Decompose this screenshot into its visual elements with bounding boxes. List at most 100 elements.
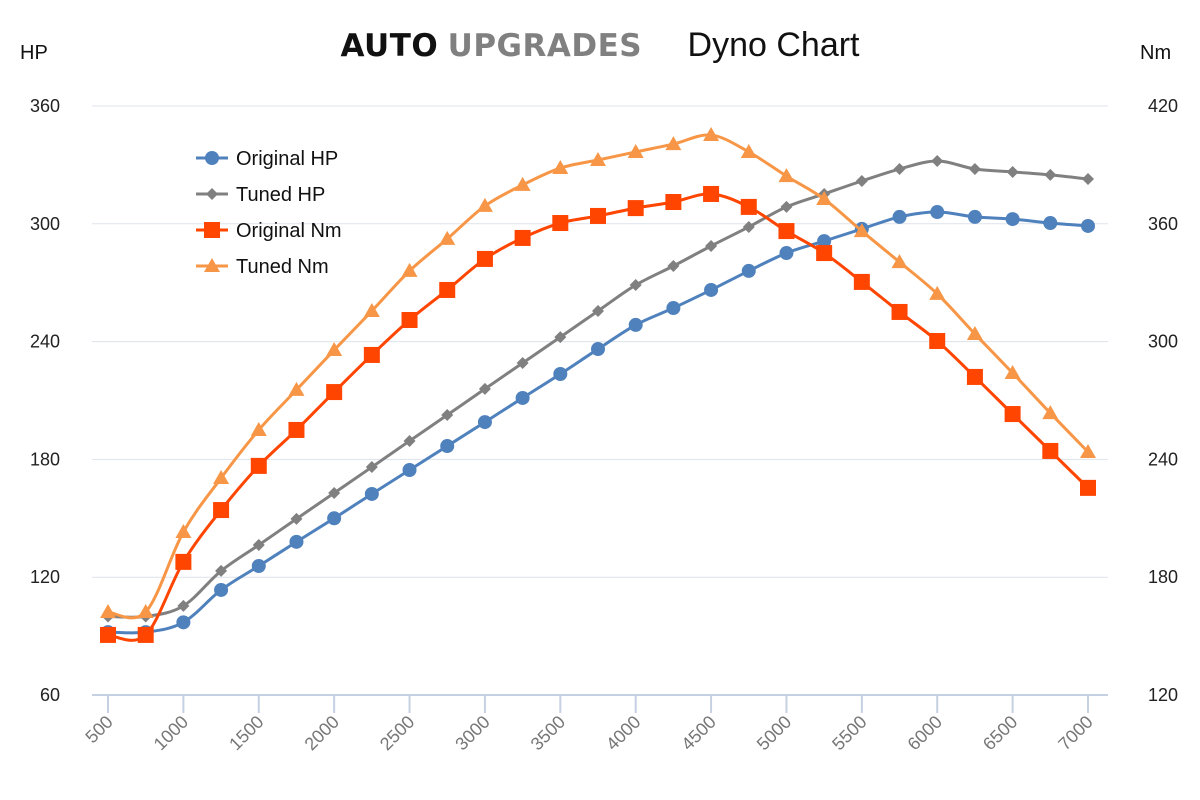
data-point bbox=[853, 223, 870, 238]
data-point bbox=[288, 421, 305, 438]
data-point bbox=[1043, 216, 1058, 231]
data-point bbox=[364, 486, 379, 501]
data-point bbox=[1080, 443, 1096, 458]
data-point bbox=[590, 151, 606, 166]
data-point bbox=[137, 626, 154, 643]
data-point bbox=[891, 254, 908, 269]
data-point bbox=[1042, 442, 1059, 459]
data-point bbox=[439, 281, 456, 298]
y-right-tick-label: 120 bbox=[1148, 685, 1178, 705]
data-point bbox=[440, 439, 455, 454]
data-point bbox=[252, 539, 265, 552]
data-point bbox=[929, 333, 946, 350]
y-left-tick-label: 240 bbox=[30, 332, 60, 352]
data-point bbox=[177, 599, 190, 612]
data-point bbox=[477, 415, 492, 430]
data-point bbox=[741, 263, 756, 278]
data-point bbox=[401, 262, 418, 277]
legend-label: Tuned Nm bbox=[236, 256, 329, 278]
data-point bbox=[1080, 479, 1096, 496]
data-point bbox=[516, 357, 529, 370]
data-point bbox=[1081, 218, 1095, 233]
left-axis-label: HP bbox=[20, 42, 48, 64]
data-point bbox=[175, 553, 192, 570]
legend-marker bbox=[206, 188, 218, 200]
data-point bbox=[591, 342, 605, 357]
data-point bbox=[1044, 168, 1057, 181]
data-point bbox=[402, 463, 417, 478]
legend-label: Original HP bbox=[236, 148, 338, 170]
x-tick-label: 5500 bbox=[828, 712, 870, 754]
data-point bbox=[592, 304, 604, 317]
data-point bbox=[930, 205, 945, 220]
data-point bbox=[250, 457, 267, 474]
data-point bbox=[590, 207, 606, 224]
data-point bbox=[778, 223, 795, 240]
data-point bbox=[554, 331, 567, 344]
data-point bbox=[215, 564, 228, 577]
data-point bbox=[968, 163, 981, 176]
legend-marker bbox=[205, 151, 219, 165]
y-left-tick-label: 300 bbox=[30, 214, 60, 234]
y-left-tick-label: 60 bbox=[40, 685, 60, 705]
data-point bbox=[703, 127, 720, 142]
data-point bbox=[290, 512, 303, 525]
data-point bbox=[704, 282, 719, 297]
x-tick-label: 500 bbox=[81, 712, 116, 747]
data-point bbox=[665, 194, 682, 211]
data-point bbox=[740, 143, 757, 158]
x-tick-label: 2500 bbox=[376, 712, 418, 754]
data-point bbox=[931, 154, 944, 167]
data-point bbox=[853, 273, 870, 290]
legend-label: Tuned HP bbox=[236, 184, 325, 206]
data-point bbox=[476, 197, 493, 212]
data-point bbox=[666, 301, 681, 316]
data-point bbox=[667, 260, 680, 273]
x-tick-label: 6000 bbox=[904, 712, 946, 754]
data-point bbox=[326, 384, 343, 401]
data-point bbox=[327, 511, 342, 526]
data-point bbox=[817, 234, 832, 249]
x-tick-label: 2000 bbox=[301, 712, 343, 754]
chart-subtitle: Dyno Chart bbox=[687, 26, 860, 64]
data-point bbox=[703, 185, 720, 202]
data-point bbox=[816, 245, 833, 262]
data-point bbox=[891, 303, 908, 320]
data-point bbox=[742, 220, 755, 233]
data-point bbox=[627, 200, 644, 217]
data-point bbox=[966, 325, 983, 340]
data-point bbox=[553, 366, 568, 381]
x-tick-label: 3000 bbox=[451, 712, 493, 754]
legend-marker bbox=[204, 258, 220, 272]
data-point bbox=[1004, 406, 1021, 423]
data-point bbox=[403, 434, 416, 447]
data-point bbox=[213, 470, 230, 485]
brand-auto: AUTO bbox=[340, 28, 439, 64]
data-point bbox=[816, 191, 833, 206]
data-point bbox=[627, 143, 644, 158]
x-tick-label: 6500 bbox=[979, 712, 1021, 754]
data-point bbox=[363, 302, 380, 317]
data-point bbox=[929, 285, 946, 300]
data-point bbox=[478, 382, 491, 395]
y-left-tick-label: 180 bbox=[30, 449, 60, 469]
x-tick-label: 3500 bbox=[527, 712, 569, 754]
data-point bbox=[289, 534, 304, 549]
x-tick-label: 1000 bbox=[150, 712, 192, 754]
data-point bbox=[1004, 365, 1021, 380]
y-right-tick-label: 360 bbox=[1148, 214, 1178, 234]
data-point bbox=[628, 317, 643, 332]
y-right-tick-label: 300 bbox=[1148, 332, 1178, 352]
data-point bbox=[665, 136, 682, 151]
data-point bbox=[176, 615, 191, 630]
data-point bbox=[778, 168, 795, 183]
data-point bbox=[250, 421, 267, 436]
data-point bbox=[966, 368, 983, 385]
data-point bbox=[476, 250, 493, 267]
x-tick-label: 5000 bbox=[753, 712, 795, 754]
chart-title: AUTO UPGRADES Dyno Chart bbox=[0, 26, 1200, 65]
data-point bbox=[365, 461, 378, 474]
brand-upgrades: UPGRADES bbox=[447, 28, 643, 64]
data-point bbox=[855, 174, 868, 187]
